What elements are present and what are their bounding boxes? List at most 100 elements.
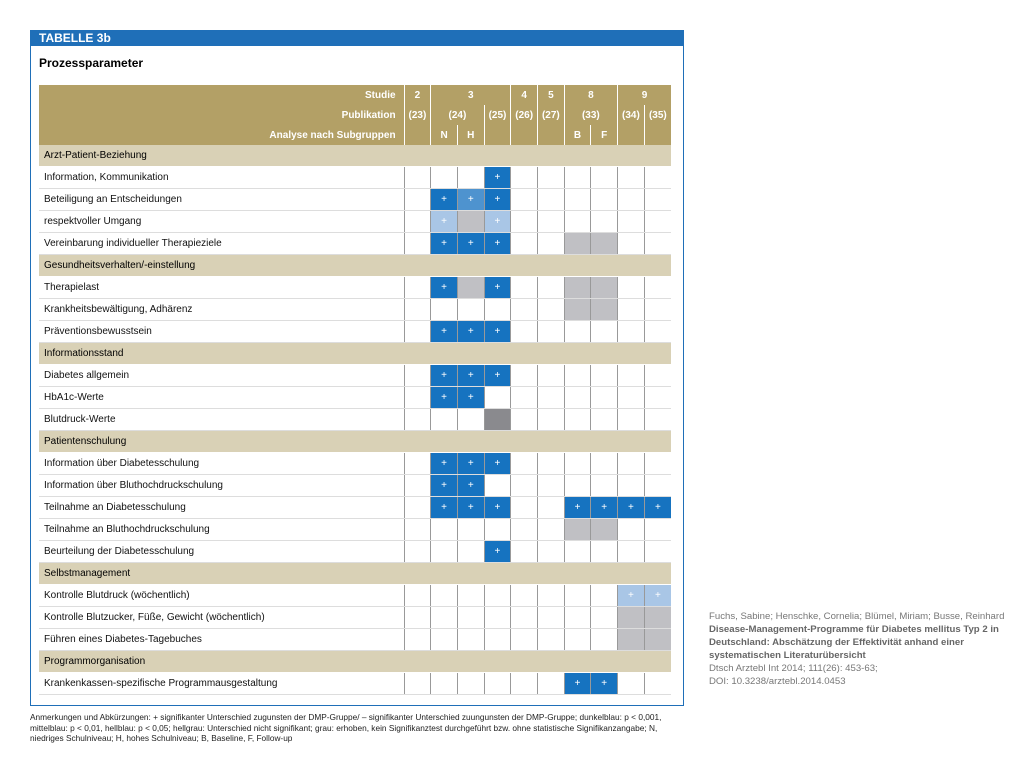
row: Krankheitsbewältigung, Adhärenz [39, 298, 671, 321]
cell: + [483, 320, 511, 343]
cell [510, 518, 538, 541]
cell [563, 298, 591, 321]
cell: + [456, 320, 485, 343]
table-label: TABELLE 3b [31, 30, 683, 46]
cell [617, 188, 645, 211]
cell [563, 474, 591, 497]
cell [483, 386, 511, 409]
cell: + [590, 672, 618, 695]
cell: + [483, 276, 511, 299]
cell [456, 166, 485, 189]
cell: + [563, 672, 591, 695]
cell [456, 628, 485, 651]
cell [563, 364, 591, 387]
cell: + [483, 452, 511, 475]
cell [510, 320, 538, 343]
cell [456, 584, 485, 607]
cell [510, 232, 538, 255]
section-row: Gesundheitsverhalten/-einstellung [39, 254, 671, 277]
section-title: Gesundheitsverhalten/-einstellung [39, 254, 671, 277]
header-cell: F [590, 125, 618, 145]
row: Krankenkassen-spezifische Programmausges… [39, 672, 671, 695]
section-title: Informationsstand [39, 342, 671, 365]
cell [403, 298, 431, 321]
header-cell: 2 [403, 85, 431, 105]
cell [483, 672, 511, 695]
cell [563, 452, 591, 475]
header-cell: (34) [617, 105, 645, 125]
footnote: Anmerkungen und Abkürzungen: + signifika… [30, 712, 662, 743]
cell [617, 628, 645, 651]
header-cell: (35) [643, 105, 671, 125]
header-cell: B [563, 125, 591, 145]
cell [537, 320, 565, 343]
cell [643, 188, 671, 211]
cell: + [483, 188, 511, 211]
cell [430, 540, 458, 563]
cell [430, 166, 458, 189]
row-label: Teilnahme an Bluthochdruckschulung [39, 518, 405, 541]
cell [643, 232, 671, 255]
cell [537, 540, 565, 563]
cell: + [456, 496, 485, 519]
cell [643, 672, 671, 695]
row: Beteiligung an Entscheidungen + + + [39, 188, 671, 211]
cell: + [430, 474, 458, 497]
row-label: Vereinbarung individueller Therapieziele [39, 232, 405, 255]
cell [483, 518, 511, 541]
cell [617, 606, 645, 629]
cell [643, 210, 671, 233]
row: Information über Bluthochdruckschulung + + [39, 474, 671, 497]
cell: + [483, 166, 511, 189]
table-title: Prozessparameter [39, 56, 144, 70]
row: Teilnahme an Diabetesschulung + + + + + + + [39, 496, 671, 519]
row-label: Diabetes allgemein [39, 364, 405, 387]
header-row: Analyse nach Subgruppen N H B F [39, 125, 671, 145]
cell [456, 276, 485, 299]
cell [590, 232, 618, 255]
cell [510, 166, 538, 189]
cell [643, 452, 671, 475]
cell [537, 606, 565, 629]
cell [483, 298, 511, 321]
row: Information über Diabetesschulung + + + [39, 452, 671, 475]
header-label: Studie [39, 85, 405, 105]
cell [563, 188, 591, 211]
header-cell: (23) [403, 105, 431, 125]
section-title: Programmorganisation [39, 650, 671, 673]
cell [590, 474, 618, 497]
cell [590, 584, 618, 607]
cell [590, 210, 618, 233]
row: Vereinbarung individueller Therapieziele… [39, 232, 671, 255]
cell: + [643, 584, 671, 607]
cell [590, 364, 618, 387]
cell [617, 166, 645, 189]
cell [430, 672, 458, 695]
header-cell: H [456, 125, 485, 145]
cell [643, 386, 671, 409]
cell [563, 628, 591, 651]
cell: + [456, 474, 485, 497]
row-label: Krankheitsbewältigung, Adhärenz [39, 298, 405, 321]
cell [456, 408, 485, 431]
cell [430, 298, 458, 321]
cell [563, 540, 591, 563]
cell [643, 364, 671, 387]
cell [403, 672, 431, 695]
row: Information, Kommunikation + [39, 166, 671, 189]
cell [617, 232, 645, 255]
cell [403, 320, 431, 343]
cell [537, 298, 565, 321]
cell: + [430, 496, 458, 519]
cell [510, 496, 538, 519]
cell [537, 672, 565, 695]
cell [537, 232, 565, 255]
cell [430, 518, 458, 541]
cell [617, 452, 645, 475]
citation: Fuchs, Sabine; Henschke, Cornelia; Blüme… [709, 610, 1009, 688]
cell: + [617, 584, 645, 607]
cell [590, 452, 618, 475]
header-row: Publikation (23) (24) (25) (26) (27) (33) (34)(… [39, 105, 671, 125]
cell: + [456, 452, 485, 475]
